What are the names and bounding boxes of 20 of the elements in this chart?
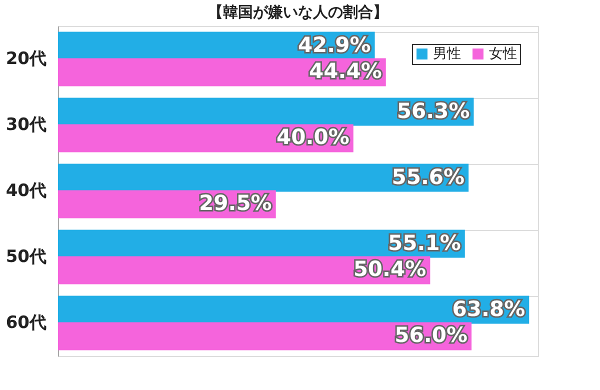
data-label: 56.3% xyxy=(396,98,470,123)
y-tick-label: 20代 xyxy=(6,49,46,69)
bar xyxy=(58,256,430,284)
data-label: 63.8% xyxy=(452,296,526,321)
y-tick-label: 30代 xyxy=(6,115,46,135)
data-label: 42.9% xyxy=(298,32,371,57)
legend-label: 男性 xyxy=(433,46,461,62)
data-label: 29.5% xyxy=(198,191,272,216)
data-label: 50.4% xyxy=(353,257,426,282)
bar xyxy=(58,322,472,350)
y-tick-label: 40代 xyxy=(6,181,46,201)
y-tick-label: 60代 xyxy=(6,313,46,333)
data-label: 55.6% xyxy=(392,164,465,189)
data-label: 44.4% xyxy=(309,59,382,84)
data-label: 40.0% xyxy=(276,125,350,150)
data-label: 56.0% xyxy=(394,323,468,348)
chart-title: 【韓国が嫌いな人の割合】 xyxy=(208,3,388,21)
data-label: 55.1% xyxy=(388,230,461,255)
y-tick-label: 50代 xyxy=(6,247,46,267)
legend-label: 女性 xyxy=(489,46,517,62)
